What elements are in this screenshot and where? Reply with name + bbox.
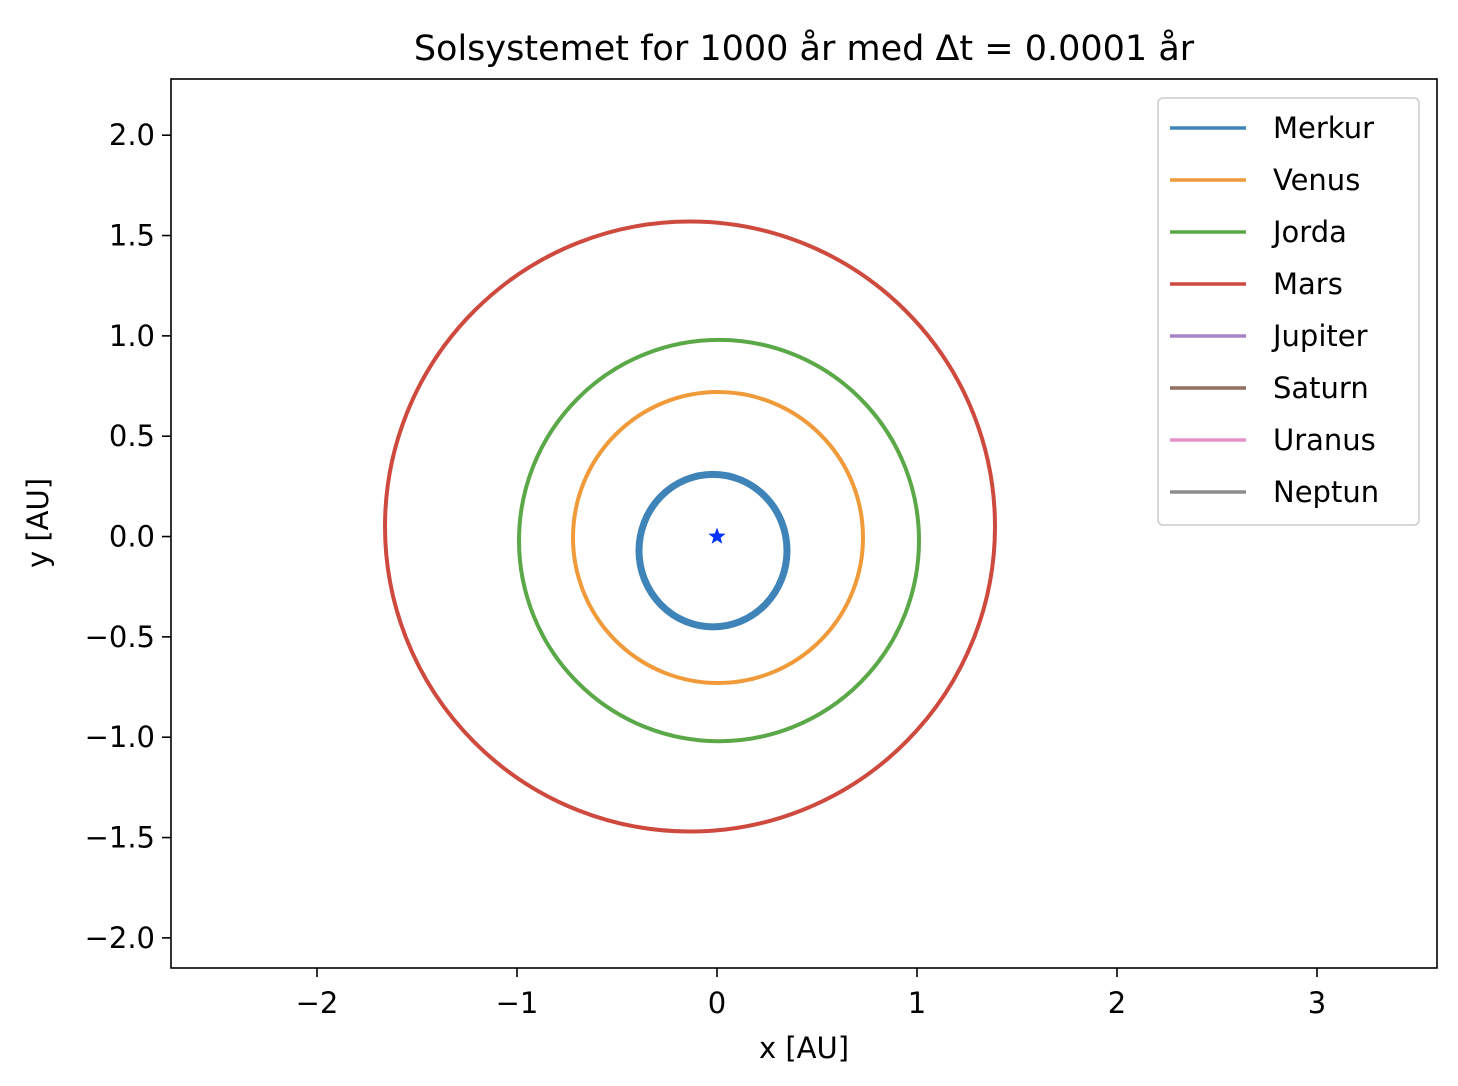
y-tick-label: 0.5 [109,419,155,453]
orbit-merkur [635,470,791,631]
x-tick-label: 2 [1108,986,1126,1020]
y-tick-label: −2.0 [85,921,155,955]
x-tick-label: 1 [908,986,926,1020]
y-tick-label: 1.0 [109,319,155,353]
orbit-jorda [517,337,921,744]
orbit-venus [571,390,865,686]
legend-label: Jupiter [1271,319,1368,353]
legend-label: Merkur [1273,111,1374,145]
sun-layer [708,527,726,544]
legend-label: Jorda [1271,215,1347,249]
legend-label: Saturn [1273,371,1369,405]
legend-label: Venus [1273,163,1360,197]
x-tick-label: −2 [296,986,339,1020]
x-tick-label: 3 [1308,986,1326,1020]
x-axis-ticks: −2 −1 0 1 2 3 [296,968,1326,1020]
y-axis-ticks: 2.0 1.5 1.0 0.5 0.0 −0.5 −1.0 −1.5 −2.0 [85,118,171,955]
legend-box [1157,97,1420,526]
y-tick-label: −0.5 [85,620,155,654]
y-tick-label: −1.5 [85,821,155,855]
legend-label: Mars [1273,267,1343,301]
legend-label: Neptun [1273,475,1379,509]
sun-marker [708,527,726,544]
orbit-mars [383,219,997,834]
x-tick-label: −1 [496,986,539,1020]
y-tick-label: 2.0 [109,118,155,152]
x-axis-label: x [AU] [759,1031,849,1065]
legend: Merkur Venus Jorda Mars Jupiter Saturn Uranus N… [1157,97,1420,526]
y-tick-label: 0.0 [109,520,155,554]
y-axis-label: y [AU] [21,478,55,568]
plot-frame [170,78,1438,969]
chart-title: Solsystemet for 1000 år med Δt = 0.0001 … [414,28,1195,69]
orbits-layer [383,219,997,834]
x-tick-label: 0 [708,986,726,1020]
legend-label: Uranus [1273,423,1376,457]
y-tick-label: −1.0 [85,720,155,754]
y-tick-label: 1.5 [109,219,155,253]
